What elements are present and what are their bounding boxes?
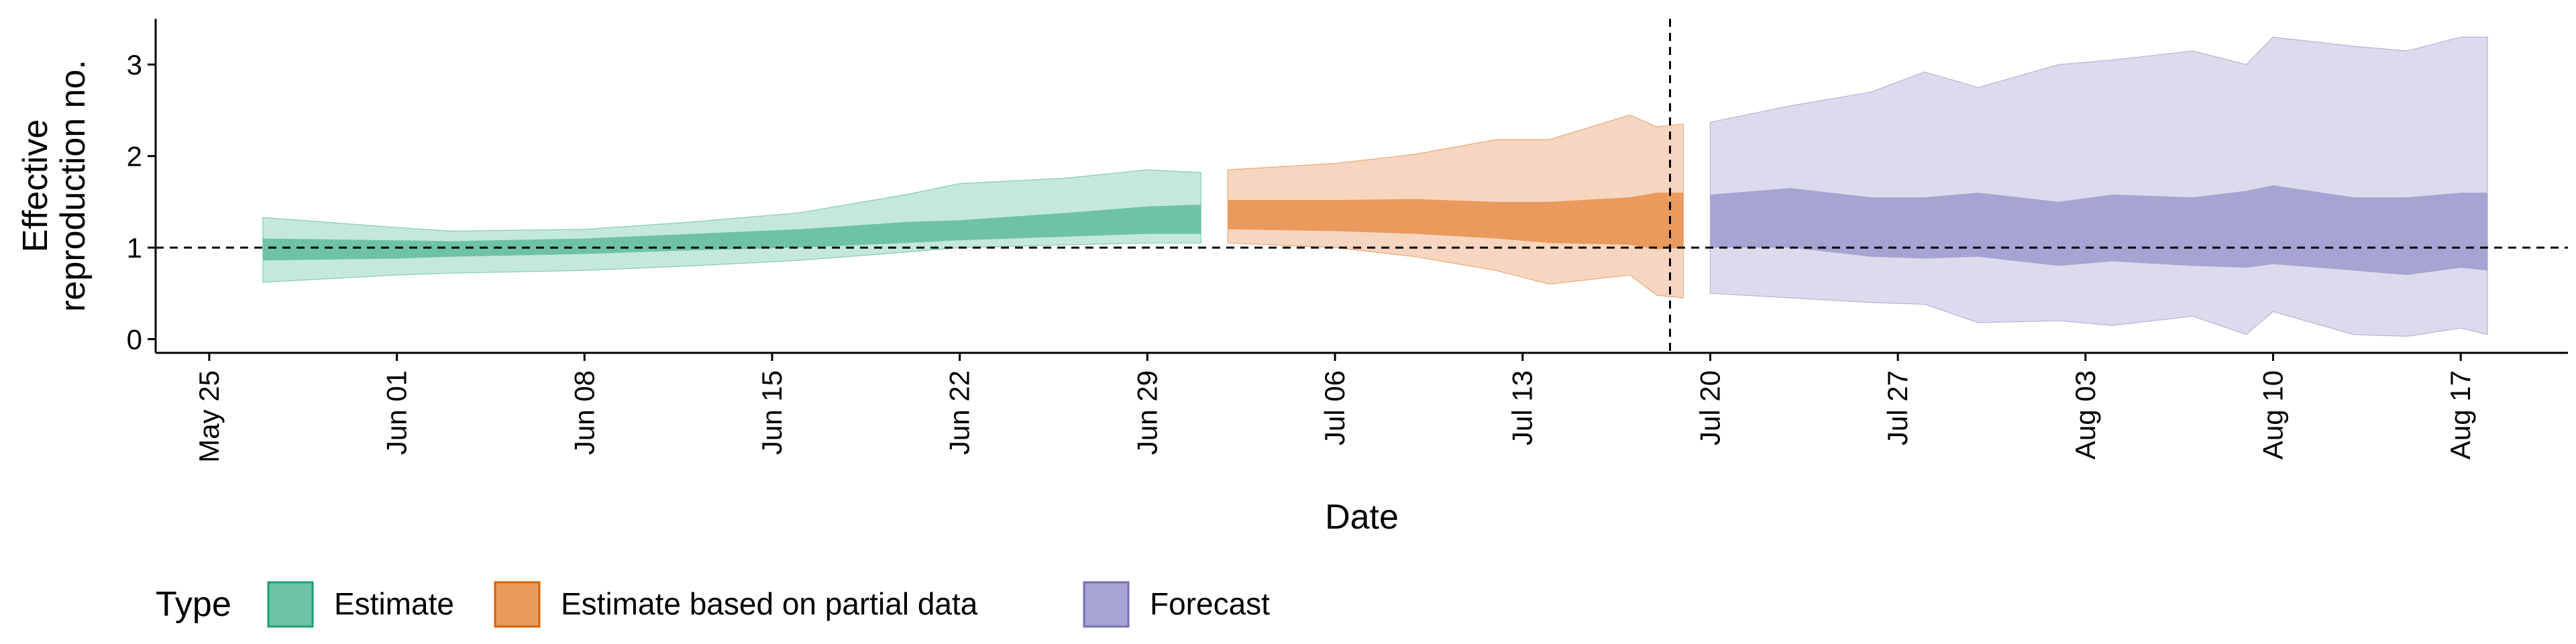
forecast-50-interval — [1710, 185, 2488, 275]
legend-title: Type — [156, 585, 231, 624]
ribbon-layer — [262, 36, 2488, 337]
legend-key-estimate — [267, 581, 314, 628]
x-tick-label: Jul 20 — [1694, 370, 1725, 445]
x-tick-label: Jul 27 — [1882, 370, 1913, 445]
legend-key-forecast — [1083, 581, 1130, 628]
estimate-based-on-partial-data-50-interval — [1228, 193, 1684, 250]
legend: Type Estimate Estimate based on partial da… — [156, 581, 1270, 628]
legend-label-estimate-based-on-partial-data: Estimate based on partial data — [561, 586, 978, 621]
x-tick-label: Jun 29 — [1131, 370, 1163, 455]
x-tick-label: Jun 15 — [756, 370, 788, 455]
x-tick-label: Jul 13 — [1507, 370, 1538, 445]
legend-label-forecast: Forecast — [1150, 586, 1270, 621]
x-tick-label: Jul 06 — [1319, 370, 1350, 445]
x-tick-label: May 25 — [193, 370, 225, 463]
y-tick-label: 0 — [127, 324, 142, 356]
x-axis-title: Date — [1325, 498, 1399, 537]
y-tick-label: 1 — [127, 232, 142, 264]
forecast-90-interval — [1709, 36, 2488, 337]
axes: 0 1 2 3 May 25 Jun 01 Jun 08 Jun 15 Jun 22 Jun 29… — [16, 19, 2568, 537]
y-tick-label: 2 — [127, 141, 142, 172]
x-tick-label: Aug 03 — [2070, 370, 2101, 460]
x-tick-label: Jun 22 — [944, 370, 975, 455]
reference-lines — [156, 19, 2568, 353]
y-axis-title-line: Effective — [16, 119, 55, 252]
estimate-50-interval — [262, 205, 1201, 261]
x-tick-label: Aug 10 — [2257, 370, 2288, 460]
y-axis-title-line: reproduction no. — [54, 60, 93, 312]
y-tick-label: 3 — [127, 49, 142, 80]
x-tick-label: Jun 01 — [381, 370, 413, 455]
y-axis-title: Effectivereproduction no. — [16, 60, 93, 312]
x-tick-label: Aug 17 — [2445, 370, 2476, 460]
legend-label-estimate: Estimate — [334, 586, 454, 621]
x-tick-label: Jun 08 — [568, 370, 600, 455]
legend-key-estimate-based-on-partial-data — [494, 581, 541, 628]
